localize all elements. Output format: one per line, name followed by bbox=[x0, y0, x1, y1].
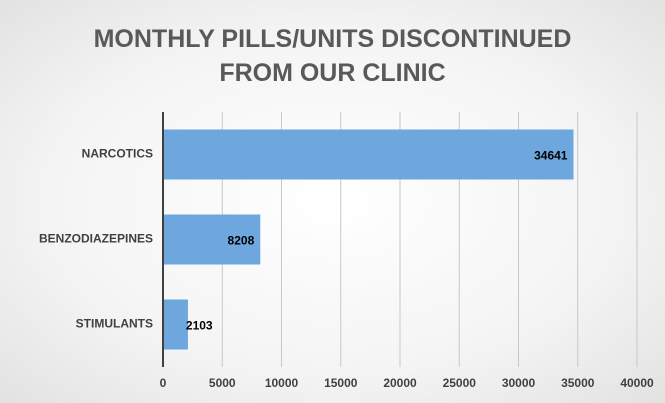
x-tick-label: 15000 bbox=[324, 376, 358, 390]
x-tick-label: 30000 bbox=[502, 376, 536, 390]
x-tick-label: 25000 bbox=[443, 376, 477, 390]
data-label: 34641 bbox=[534, 149, 568, 163]
y-tick-label: STIMULANTS bbox=[76, 317, 153, 331]
bar bbox=[163, 214, 261, 265]
y-tick-label: BENZODIAZEPINES bbox=[39, 232, 153, 246]
bar bbox=[163, 299, 188, 350]
x-tick-label: 10000 bbox=[265, 376, 299, 390]
x-tick-label: 40000 bbox=[620, 376, 654, 390]
chart-title: MONTHLY PILLS/UNITS DISCONTINUED FROM OU… bbox=[93, 25, 572, 87]
bar bbox=[163, 129, 574, 180]
data-label: 2103 bbox=[186, 319, 213, 333]
x-tick-label: 20000 bbox=[383, 376, 417, 390]
y-tick-label: NARCOTICS bbox=[82, 147, 153, 161]
data-label: 8208 bbox=[228, 234, 255, 248]
x-tick-label: 35000 bbox=[561, 376, 595, 390]
x-tick-label: 5000 bbox=[209, 376, 236, 390]
x-tick-label: 0 bbox=[160, 376, 167, 390]
